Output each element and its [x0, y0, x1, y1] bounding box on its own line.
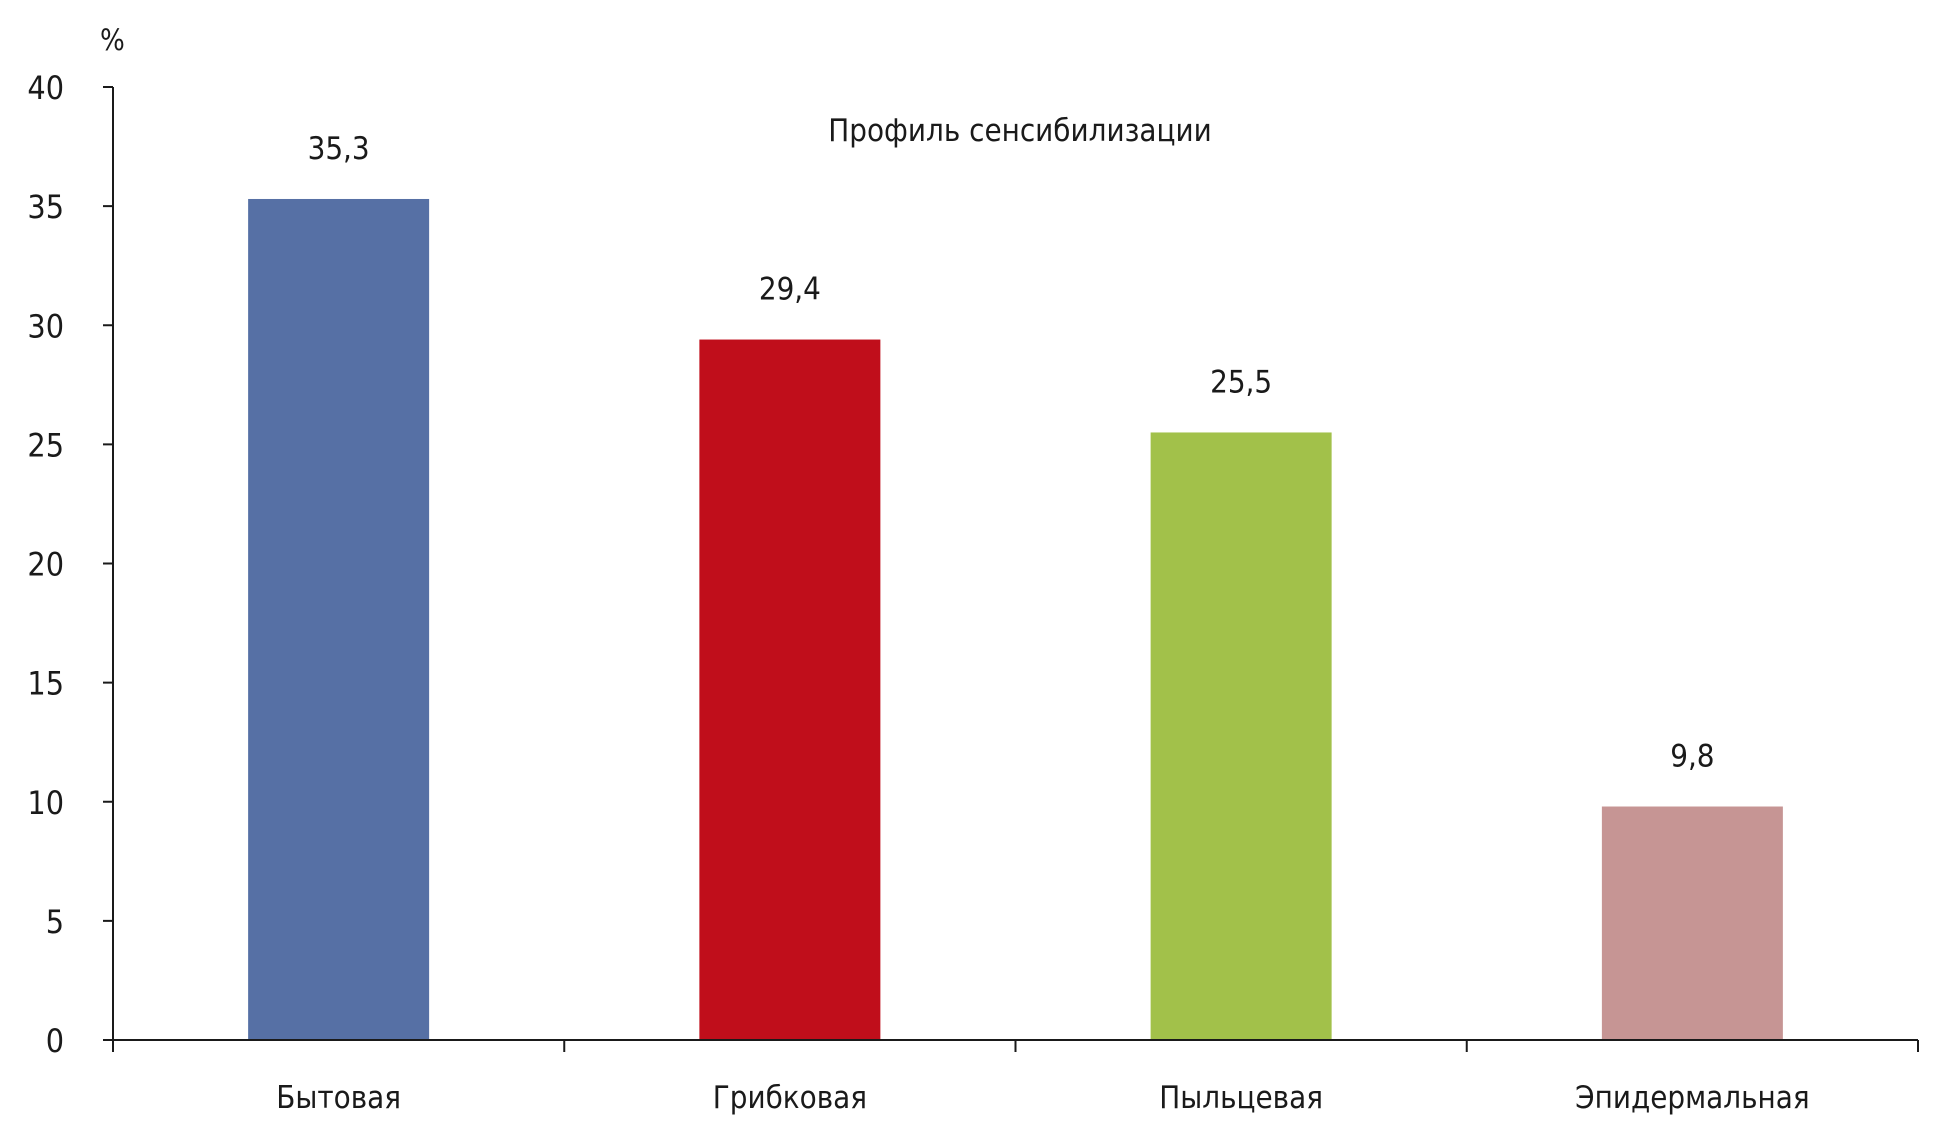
y-tick-label-30: 30 [27, 307, 64, 345]
y-tick-label-35: 35 [27, 188, 64, 226]
y-tick-label-10: 10 [27, 784, 64, 822]
y-tick-label-40: 40 [27, 69, 64, 107]
y-tick-label-15: 15 [27, 665, 64, 703]
category-label-2: Грибковая [713, 1080, 867, 1116]
y-tick-label-5: 5 [46, 903, 64, 941]
bar-4 [1601, 806, 1783, 1040]
bar-3 [1150, 432, 1332, 1040]
bar-2 [699, 339, 881, 1040]
y-tick-label-0: 0 [46, 1022, 64, 1060]
bar-value-label-4: 9,8 [1670, 739, 1714, 775]
bar-value-label-3: 25,5 [1210, 364, 1272, 400]
category-label-4: Эпидермальная [1575, 1080, 1810, 1116]
y-tick-label-25: 25 [27, 426, 64, 464]
category-label-1: Бытовая [276, 1080, 401, 1116]
bar-value-label-2: 29,4 [759, 272, 821, 308]
bar-value-label-1: 35,3 [308, 131, 370, 167]
y-tick-label-20: 20 [27, 546, 64, 584]
bar-1 [248, 198, 430, 1041]
category-label-3: Пыльцевая [1159, 1080, 1323, 1116]
chart-title: Профиль сенсибилизации [828, 113, 1211, 149]
y-axis-unit-label: % [100, 23, 125, 57]
